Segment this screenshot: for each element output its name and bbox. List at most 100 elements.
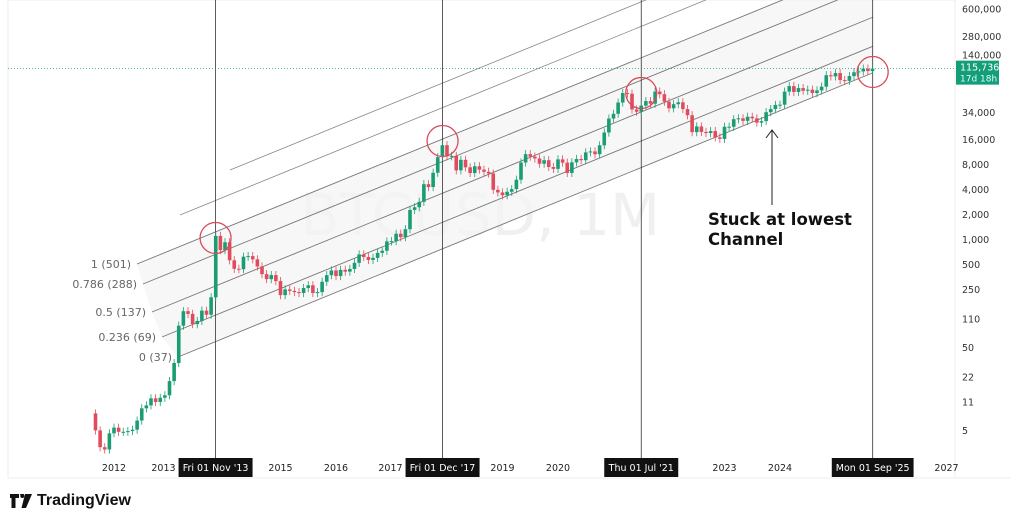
candle-body <box>158 397 163 403</box>
candle-body <box>611 113 616 119</box>
candle-body <box>866 68 870 72</box>
candle-body <box>223 242 227 251</box>
candle-body <box>232 260 237 269</box>
candle-body <box>338 269 343 277</box>
peak-circle <box>199 221 232 255</box>
candle-body <box>357 254 361 263</box>
candle-body <box>477 166 482 170</box>
candle-body <box>819 86 824 91</box>
fib-label: 0.236 (69) <box>98 331 156 344</box>
candle-body <box>579 158 583 161</box>
candle-body <box>167 381 172 396</box>
candle-body <box>195 320 200 325</box>
candle-body <box>135 420 139 430</box>
candle-body <box>422 184 426 202</box>
candle-body <box>264 274 269 280</box>
time-tick-label: 2013 <box>151 463 175 474</box>
candle-body <box>459 159 463 171</box>
candle-body <box>505 191 509 196</box>
fib-band <box>162 46 873 358</box>
price-badge-countdown: 17d 18h <box>960 75 997 85</box>
time-tick-label: 2017 <box>378 463 402 474</box>
candle-body <box>736 118 741 120</box>
candle-body <box>745 116 750 121</box>
annotation-text-line1: Stuck at lowest <box>708 210 852 229</box>
candle-body <box>241 256 246 270</box>
candle-body <box>297 292 301 294</box>
candle-body <box>630 93 634 110</box>
price-tick-label: 8,000 <box>962 160 989 171</box>
peak-circle <box>625 76 658 110</box>
candle-body <box>204 310 209 315</box>
candle-body <box>496 189 500 193</box>
candle-body <box>727 126 731 128</box>
candle-body <box>163 395 167 398</box>
candle-body <box>667 101 671 109</box>
price-badge <box>956 60 999 85</box>
peak-circle <box>856 55 889 89</box>
candle-body <box>676 102 681 105</box>
candle-body <box>685 109 690 116</box>
candle-body <box>149 398 153 406</box>
candle-body <box>144 405 149 409</box>
candle-body <box>176 325 181 364</box>
price-tick-label: 5 <box>962 426 968 437</box>
candle-body <box>694 126 699 133</box>
candle-body <box>778 104 782 106</box>
candle-body <box>829 75 833 77</box>
candle-body <box>662 94 667 102</box>
candle-body <box>389 241 394 243</box>
candle-body <box>269 275 274 280</box>
candle-body <box>556 159 560 169</box>
candle-body <box>468 167 472 174</box>
time-tick-label: 2016 <box>324 463 348 474</box>
candle-body <box>329 270 334 276</box>
fib-label: 0.5 (137) <box>95 306 146 319</box>
candle-body <box>116 427 121 432</box>
candle-body <box>403 229 408 238</box>
candle-body <box>708 131 713 134</box>
candle-body <box>315 292 320 294</box>
candle-body <box>570 162 574 173</box>
candle-body <box>121 431 126 433</box>
candle-body <box>306 285 311 289</box>
candle-body <box>713 131 718 138</box>
candle-body <box>509 189 514 192</box>
price-tick-label: 600,000 <box>962 4 1001 15</box>
candle-body <box>699 126 704 132</box>
time-tick-label: 2020 <box>546 463 570 474</box>
candle-body <box>130 429 135 432</box>
candle-body <box>139 408 144 421</box>
candle-body <box>482 169 486 172</box>
candle-body <box>528 154 533 157</box>
candle-body <box>773 104 778 110</box>
candle-body <box>93 413 98 431</box>
candle-body <box>250 256 255 260</box>
candle-body <box>523 154 528 163</box>
fib-label: 0.786 (288) <box>72 278 137 291</box>
fib-band <box>143 0 873 312</box>
candle-body <box>209 297 213 315</box>
candle-body <box>366 257 371 260</box>
candle-body <box>292 290 297 293</box>
candle-body <box>616 102 620 114</box>
candle-body <box>847 76 852 81</box>
candle-body <box>287 289 292 291</box>
candle-body <box>181 311 186 326</box>
tradingview-logo[interactable]: TradingView <box>10 492 131 510</box>
candle-body <box>759 121 764 123</box>
candle-body <box>546 160 551 167</box>
price-tick-label: 4,000 <box>962 185 989 196</box>
candle-body <box>412 207 417 210</box>
candle-body <box>380 250 385 253</box>
candle-body <box>394 233 398 242</box>
candle-body <box>842 80 847 82</box>
candle-body <box>718 137 722 139</box>
candle-body <box>324 275 329 282</box>
candle-body <box>153 398 158 403</box>
fib-extension-line <box>179 0 707 216</box>
candle-body <box>796 88 801 92</box>
candle-body <box>690 115 694 133</box>
candle-body <box>200 310 204 321</box>
